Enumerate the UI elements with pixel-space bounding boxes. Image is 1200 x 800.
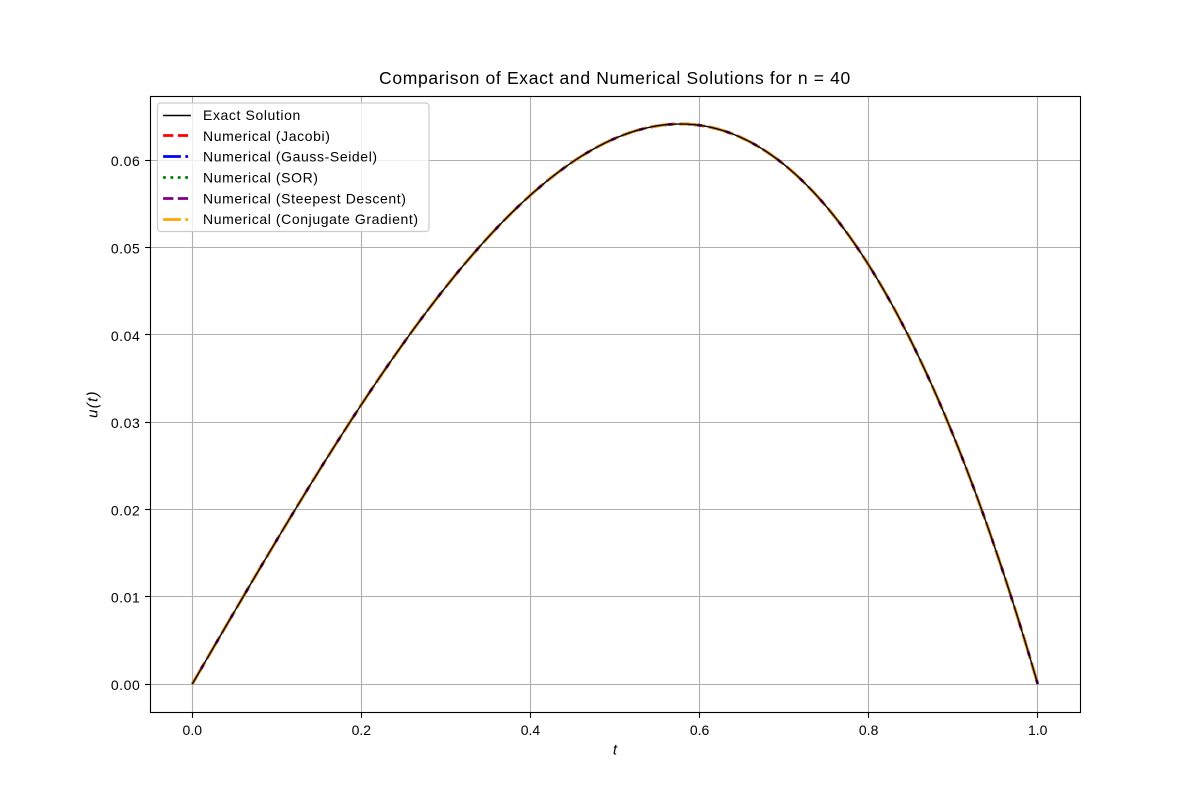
svg-text:Numerical (Steepest Descent): Numerical (Steepest Descent) xyxy=(203,190,407,206)
svg-text:0.8: 0.8 xyxy=(859,722,879,738)
svg-text:0.01: 0.01 xyxy=(111,590,140,606)
svg-text:0.03: 0.03 xyxy=(111,415,140,431)
svg-text:0.2: 0.2 xyxy=(352,722,372,738)
svg-text:1.0: 1.0 xyxy=(1028,722,1048,738)
svg-text:0.06: 0.06 xyxy=(111,153,140,169)
svg-text:0.4: 0.4 xyxy=(521,722,541,738)
svg-text:0.04: 0.04 xyxy=(111,328,140,344)
svg-text:0.6: 0.6 xyxy=(690,722,710,738)
svg-text:0.02: 0.02 xyxy=(111,502,140,518)
svg-text:u(t): u(t) xyxy=(85,390,102,418)
svg-text:0.00: 0.00 xyxy=(111,677,140,693)
svg-text:0.0: 0.0 xyxy=(183,722,203,738)
svg-text:Exact Solution: Exact Solution xyxy=(203,107,301,123)
svg-text:t: t xyxy=(613,742,618,759)
svg-text:Numerical (Jacobi): Numerical (Jacobi) xyxy=(203,128,331,144)
svg-text:Numerical (Conjugate Gradient): Numerical (Conjugate Gradient) xyxy=(203,211,419,227)
svg-text:0.05: 0.05 xyxy=(111,241,140,257)
svg-text:Comparison of Exact and Numeri: Comparison of Exact and Numerical Soluti… xyxy=(379,68,851,88)
svg-text:Numerical (SOR): Numerical (SOR) xyxy=(203,170,319,186)
svg-text:Numerical (Gauss-Seidel): Numerical (Gauss-Seidel) xyxy=(203,149,378,165)
